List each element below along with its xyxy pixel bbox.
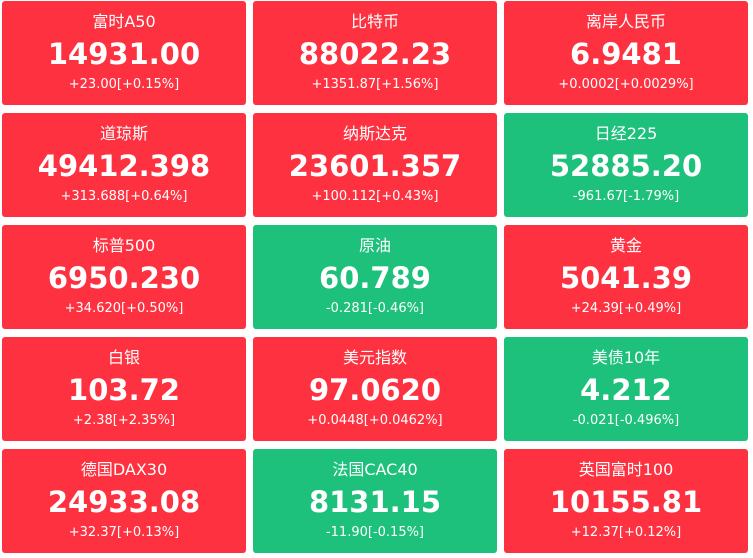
tile-change: +12.37[+0.12%]: [570, 525, 682, 540]
tile-name: 白银: [107, 348, 140, 367]
market-tile[interactable]: 英国富时100 10155.81 +12.37[+0.12%]: [504, 449, 748, 553]
tile-price: 14931.00: [47, 37, 201, 71]
tile-price: 52885.20: [549, 149, 703, 183]
tile-name: 法国CAC40: [332, 460, 418, 479]
tile-change: +1351.87[+1.56%]: [311, 77, 439, 92]
tile-price: 6.9481: [570, 37, 682, 71]
tile-change: -0.281[-0.46%]: [325, 301, 425, 316]
tile-name: 原油: [358, 236, 391, 255]
market-tile[interactable]: 日经225 52885.20 -961.67[-1.79%]: [504, 113, 748, 217]
market-tile[interactable]: 比特币 88022.23 +1351.87[+1.56%]: [253, 1, 497, 105]
tile-name: 美债10年: [591, 348, 661, 367]
tile-price: 88022.23: [298, 37, 452, 71]
tile-change: +23.00[+0.15%]: [68, 77, 180, 92]
tile-name: 道琼斯: [99, 124, 148, 143]
tile-change: +32.37[+0.13%]: [68, 525, 180, 540]
market-tile[interactable]: 法国CAC40 8131.15 -11.90[-0.15%]: [253, 449, 497, 553]
tile-name: 离岸人民币: [585, 12, 666, 31]
tile-price: 10155.81: [549, 485, 703, 519]
tile-change: +313.688[+0.64%]: [60, 189, 188, 204]
tile-name: 富时A50: [92, 12, 156, 31]
tile-name: 德国DAX30: [80, 460, 168, 479]
market-tile[interactable]: 道琼斯 49412.398 +313.688[+0.64%]: [2, 113, 246, 217]
market-tile[interactable]: 离岸人民币 6.9481 +0.0002[+0.0029%]: [504, 1, 748, 105]
tile-change: +100.112[+0.43%]: [311, 189, 439, 204]
tile-change: +24.39[+0.49%]: [570, 301, 682, 316]
tile-price: 49412.398: [37, 149, 211, 183]
tile-change: +0.0002[+0.0029%]: [558, 77, 694, 92]
tile-price: 60.789: [319, 261, 431, 295]
tile-price: 5041.39: [559, 261, 693, 295]
tile-change: -0.021[-0.496%]: [572, 413, 680, 428]
tile-name: 标普500: [92, 236, 156, 255]
market-tile[interactable]: 白银 103.72 +2.38[+2.35%]: [2, 337, 246, 441]
tile-price: 4.212: [580, 373, 672, 407]
market-tile[interactable]: 德国DAX30 24933.08 +32.37[+0.13%]: [2, 449, 246, 553]
market-tile[interactable]: 美元指数 97.0620 +0.0448[+0.0462%]: [253, 337, 497, 441]
tile-name: 比特币: [350, 12, 399, 31]
market-tile[interactable]: 黄金 5041.39 +24.39[+0.49%]: [504, 225, 748, 329]
tile-price: 6950.230: [47, 261, 201, 295]
tile-price: 23601.357: [288, 149, 462, 183]
tile-price: 8131.15: [308, 485, 442, 519]
market-tile[interactable]: 富时A50 14931.00 +23.00[+0.15%]: [2, 1, 246, 105]
tile-change: +34.620[+0.50%]: [64, 301, 184, 316]
tile-change: +2.38[+2.35%]: [72, 413, 176, 428]
tile-price: 103.72: [68, 373, 180, 407]
tile-change: +0.0448[+0.0462%]: [307, 413, 443, 428]
market-tile[interactable]: 纳斯达克 23601.357 +100.112[+0.43%]: [253, 113, 497, 217]
market-tile[interactable]: 标普500 6950.230 +34.620[+0.50%]: [2, 225, 246, 329]
tile-change: -11.90[-0.15%]: [325, 525, 425, 540]
tile-price: 24933.08: [47, 485, 201, 519]
tile-name: 美元指数: [342, 348, 407, 367]
market-tile[interactable]: 美债10年 4.212 -0.021[-0.496%]: [504, 337, 748, 441]
tile-name: 黄金: [609, 236, 642, 255]
tile-name: 英国富时100: [578, 460, 674, 479]
tile-change: -961.67[-1.79%]: [572, 189, 680, 204]
tile-name: 纳斯达克: [342, 124, 407, 143]
tile-price: 97.0620: [308, 373, 442, 407]
tile-name: 日经225: [594, 124, 658, 143]
market-tile[interactable]: 原油 60.789 -0.281[-0.46%]: [253, 225, 497, 329]
